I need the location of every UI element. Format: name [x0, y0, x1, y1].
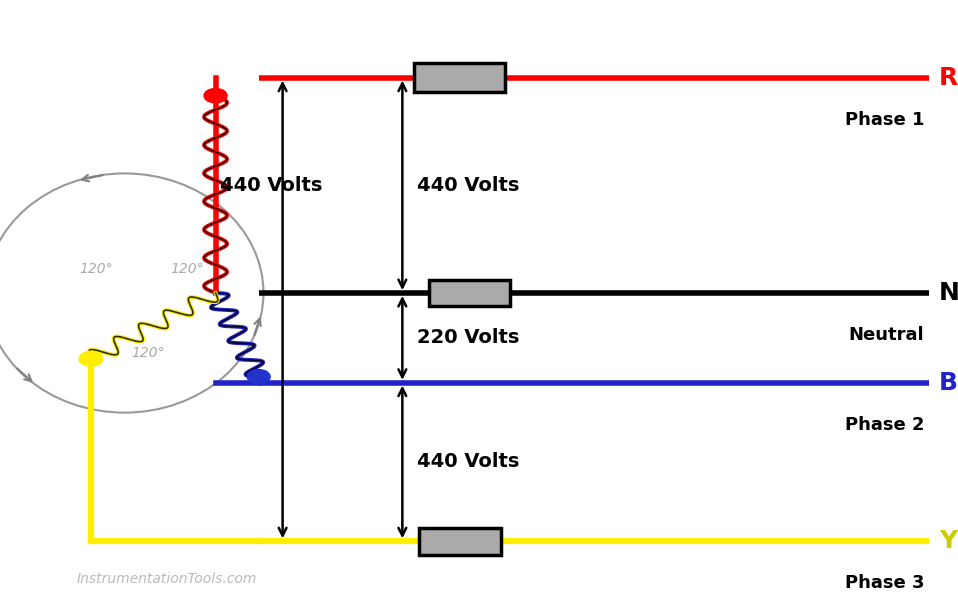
Circle shape	[247, 370, 270, 384]
Text: B: B	[939, 371, 958, 395]
Text: Neutral: Neutral	[849, 326, 924, 344]
Text: 120°: 120°	[170, 262, 204, 276]
FancyBboxPatch shape	[414, 63, 506, 92]
Text: 220 Volts: 220 Volts	[417, 328, 519, 347]
Text: Phase 3: Phase 3	[845, 574, 924, 592]
Text: 440 Volts: 440 Volts	[417, 453, 519, 471]
Text: Y: Y	[939, 529, 957, 553]
FancyBboxPatch shape	[428, 280, 510, 307]
Text: 440 Volts: 440 Volts	[220, 176, 323, 195]
Text: 120°: 120°	[131, 346, 166, 360]
Text: Phase 2: Phase 2	[845, 416, 924, 434]
Text: InstrumentationTools.com: InstrumentationTools.com	[77, 572, 257, 586]
Text: Phase 1: Phase 1	[845, 111, 924, 129]
FancyBboxPatch shape	[419, 528, 500, 555]
Text: 440 Volts: 440 Volts	[417, 176, 519, 195]
Text: N: N	[939, 281, 958, 305]
Text: R: R	[939, 66, 958, 90]
Text: 120°: 120°	[79, 262, 113, 276]
Circle shape	[204, 89, 227, 103]
Circle shape	[80, 352, 103, 366]
